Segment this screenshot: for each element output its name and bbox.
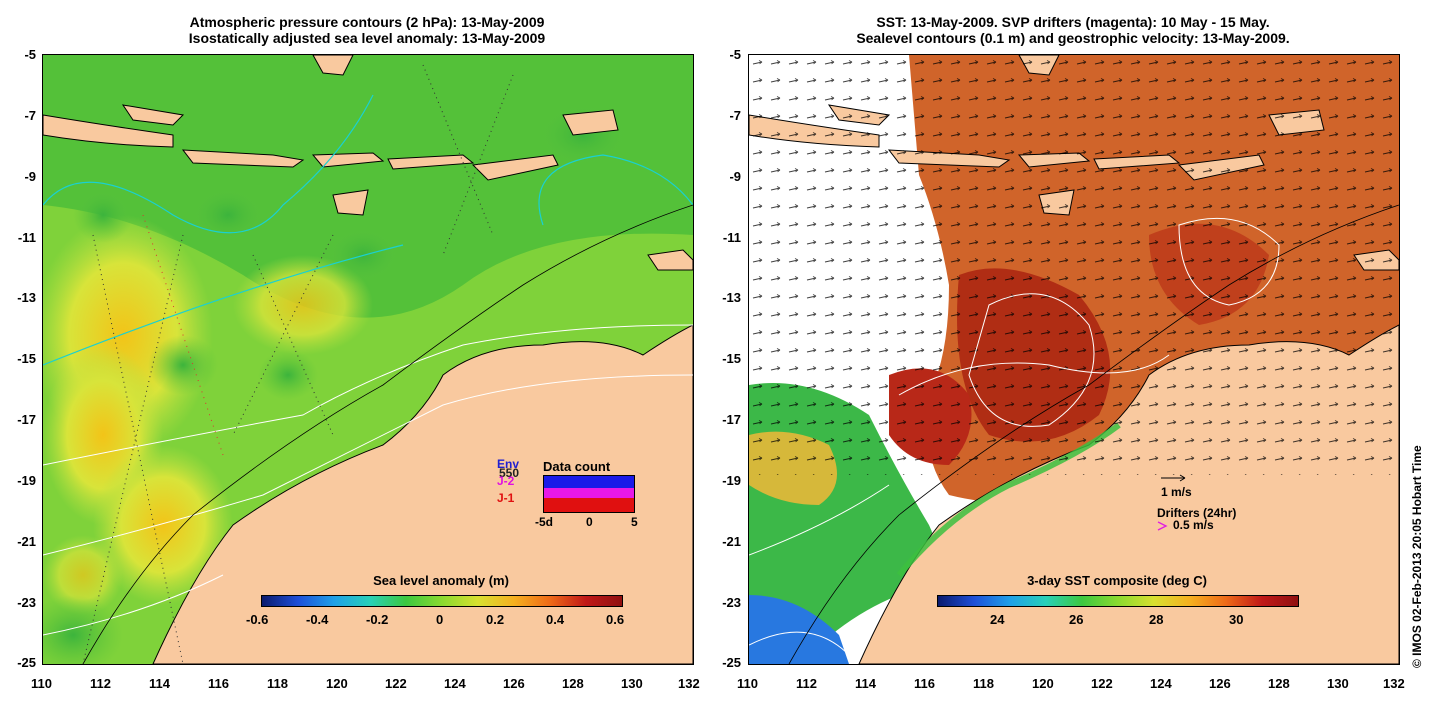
legend-sat-env: Env (497, 457, 520, 471)
sla-cbar-tick-6: 0.4 (546, 612, 565, 627)
right-xtick-9: 126 (1209, 676, 1231, 691)
sst-colorbar-title: 3-day SST composite (deg C) (1027, 573, 1207, 588)
left-xtick-1: 110 (31, 676, 52, 691)
right-ytick-6: -15 (722, 351, 741, 366)
left-ytick-1: -5 (24, 47, 36, 62)
right-title-line2: Sealevel contours (0.1 m) and geostrophi… (856, 30, 1290, 46)
right-ytick-2: -7 (729, 108, 741, 123)
legend-sat-550: 550 (499, 466, 520, 480)
sst-map[interactable]: 1 m/s Drifters (24hr) 0.5 m/s 3-day SST … (748, 54, 1400, 665)
drifter-scale-label: 0.5 m/s (1173, 518, 1214, 532)
sst-colorbar (937, 595, 1299, 607)
right-xtick-1: 110 (737, 676, 758, 691)
left-xtick-5: 118 (267, 676, 288, 691)
sst-cbar-tick-28: 28 (1149, 612, 1164, 627)
left-ytick-3: -9 (24, 169, 36, 184)
right-ytick-3: -9 (729, 169, 741, 184)
left-ytick-5: -13 (17, 290, 36, 305)
right-xtick-2: 112 (796, 676, 817, 691)
left-xtick-12: 132 (678, 676, 700, 691)
sla-cbar-tick-2: -0.4 (306, 612, 329, 627)
right-ytick-7: -17 (722, 412, 741, 427)
right-ytick-4: -11 (722, 230, 741, 245)
right-xtick-3: 114 (855, 676, 876, 691)
left-xtick-2: 112 (90, 676, 111, 691)
sst-cbar-tick-30: 30 (1229, 612, 1244, 627)
right-xtick-11: 130 (1327, 676, 1349, 691)
right-ytick-5: -13 (722, 290, 741, 305)
left-xtick-9: 126 (503, 676, 525, 691)
left-xtick-6: 120 (326, 676, 348, 691)
sla-cbar-tick-5: 0.2 (486, 612, 505, 627)
data-count-axis-right: 5 (631, 515, 638, 529)
left-ytick-2: -7 (24, 108, 36, 123)
data-count-axis-left: -5d (535, 515, 553, 529)
sea-level-anomaly-map[interactable]: Env 550 J-2 J-1 Data count -5d 0 5 Sea l… (42, 54, 694, 665)
left-ytick-6: -15 (17, 351, 36, 366)
drifters-label: Drifters (24hr) (1157, 506, 1237, 520)
right-xtick-6: 120 (1032, 676, 1054, 691)
left-title-line1: Atmospheric pressure contours (2 hPa): 1… (189, 14, 545, 30)
left-ytick-10: -23 (17, 595, 36, 610)
left-ytick-9: -21 (17, 534, 36, 549)
velocity-scale-label: 1 m/s (1161, 485, 1192, 499)
sst-cbar-tick-24: 24 (990, 612, 1005, 627)
legend-sat-j2: J-2 (497, 474, 515, 488)
data-count-histogram (543, 475, 635, 513)
imos-credit: © IMOS 02-Feb-2013 20:05 Hobart Time (1410, 445, 1424, 668)
sla-cbar-tick-7: 0.6 (606, 612, 625, 627)
right-xtick-10: 128 (1268, 676, 1290, 691)
sla-cbar-tick-4: 0 (436, 612, 444, 627)
right-ytick-10: -23 (722, 595, 741, 610)
left-xtick-10: 128 (562, 676, 584, 691)
left-xtick-11: 130 (621, 676, 643, 691)
right-ytick-1: -5 (729, 47, 741, 62)
left-ytick-7: -17 (17, 412, 36, 427)
sla-colorbar (261, 595, 623, 607)
right-title-line1: SST: 13-May-2009. SVP drifters (magenta)… (876, 14, 1270, 30)
left-xtick-7: 122 (385, 676, 407, 691)
legend-sat-j1: J-1 (497, 491, 515, 505)
data-count-axis-mid: 0 (586, 515, 593, 529)
sla-cbar-tick-3: -0.2 (366, 612, 389, 627)
left-xtick-3: 114 (149, 676, 170, 691)
right-ytick-11: -25 (722, 655, 741, 670)
left-ytick-4: -11 (17, 230, 36, 245)
left-title-line2: Isostatically adjusted sea level anomaly… (188, 30, 546, 46)
left-ytick-11: -25 (17, 655, 36, 670)
right-xtick-12: 132 (1383, 676, 1405, 691)
right-xtick-7: 122 (1091, 676, 1113, 691)
left-ytick-8: -19 (17, 473, 36, 488)
sst-cbar-tick-26: 26 (1069, 612, 1084, 627)
left-xtick-8: 124 (444, 676, 466, 691)
sla-colorbar-title: Sea level anomaly (m) (373, 573, 509, 588)
data-count-title: Data count (543, 459, 611, 474)
right-xtick-5: 118 (973, 676, 994, 691)
right-ytick-9: -21 (722, 534, 741, 549)
right-xtick-8: 124 (1150, 676, 1172, 691)
right-xtick-4: 116 (914, 676, 935, 691)
sla-cbar-tick-1: -0.6 (246, 612, 269, 627)
left-xtick-4: 116 (208, 676, 229, 691)
right-ytick-8: -19 (722, 473, 741, 488)
